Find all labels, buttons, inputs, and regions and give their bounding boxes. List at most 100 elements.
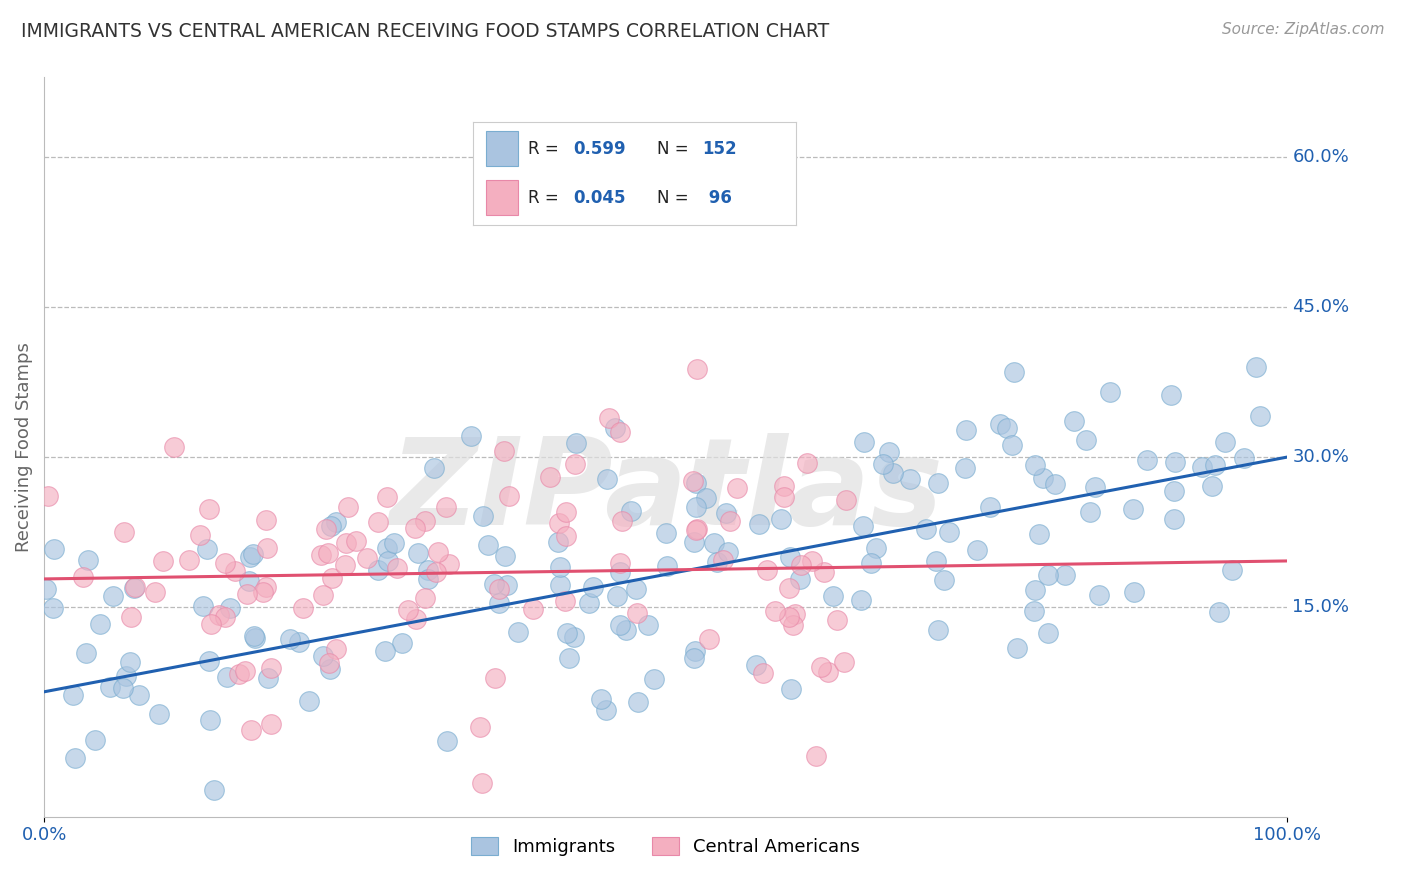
Point xyxy=(471,508,494,523)
Point xyxy=(582,580,605,594)
Point xyxy=(997,421,1019,435)
Point xyxy=(716,545,738,559)
Point xyxy=(236,587,259,601)
Point xyxy=(219,601,242,615)
Point xyxy=(124,581,146,595)
Point xyxy=(243,629,266,643)
Point xyxy=(682,475,704,489)
Point xyxy=(555,528,578,542)
Point xyxy=(335,535,357,549)
Point xyxy=(804,748,827,763)
Point xyxy=(239,549,262,564)
Point xyxy=(488,582,510,596)
Point xyxy=(228,667,250,681)
Point xyxy=(626,606,648,620)
Point xyxy=(198,654,221,668)
Point xyxy=(477,538,499,552)
Point xyxy=(725,481,748,495)
Point xyxy=(825,614,848,628)
Point xyxy=(877,444,900,458)
Point xyxy=(1063,414,1085,428)
Point xyxy=(1038,567,1060,582)
Point xyxy=(506,624,529,639)
Point xyxy=(89,616,111,631)
Point xyxy=(686,362,709,376)
Point xyxy=(148,707,170,722)
Point xyxy=(1220,563,1243,577)
Point xyxy=(832,655,855,669)
Point xyxy=(112,681,135,695)
Point xyxy=(915,522,938,536)
Point xyxy=(682,651,704,665)
Text: 30.0%: 30.0% xyxy=(1292,448,1350,466)
Point xyxy=(309,549,332,563)
Point xyxy=(778,581,800,595)
Point xyxy=(112,525,135,540)
Point xyxy=(756,563,779,577)
Point xyxy=(1024,458,1046,472)
Point xyxy=(333,558,356,572)
Point xyxy=(260,717,283,731)
Point xyxy=(318,657,340,671)
Point xyxy=(177,553,200,567)
Point xyxy=(554,594,576,608)
Point xyxy=(783,607,806,621)
Point xyxy=(773,490,796,504)
Point xyxy=(685,500,707,515)
Point xyxy=(548,578,571,592)
Text: ZIPatlas: ZIPatlas xyxy=(388,433,943,549)
Point xyxy=(1054,568,1077,582)
Point xyxy=(198,502,221,516)
Point xyxy=(1233,451,1256,466)
Point xyxy=(697,632,720,646)
Point xyxy=(498,489,520,503)
Point xyxy=(387,561,409,575)
Point xyxy=(214,610,236,624)
Point xyxy=(1204,458,1226,472)
Point xyxy=(614,623,637,637)
Point xyxy=(1163,484,1185,499)
Point xyxy=(321,571,343,585)
Point xyxy=(606,589,628,603)
Point xyxy=(200,616,222,631)
Point xyxy=(240,723,263,737)
Point xyxy=(591,692,613,706)
Point xyxy=(1024,604,1046,618)
Point xyxy=(1084,480,1107,494)
Point xyxy=(437,557,460,571)
Point xyxy=(538,470,561,484)
Point xyxy=(654,526,676,541)
Point xyxy=(1028,527,1050,541)
Point xyxy=(1160,387,1182,401)
Point xyxy=(460,428,482,442)
Point xyxy=(128,689,150,703)
Point xyxy=(745,657,768,672)
Point xyxy=(578,596,600,610)
Point xyxy=(42,601,65,615)
Point xyxy=(1043,477,1066,491)
Point xyxy=(72,570,94,584)
Point xyxy=(562,631,585,645)
Point xyxy=(865,541,887,555)
Point xyxy=(925,554,948,568)
Point xyxy=(484,671,506,685)
Point xyxy=(1191,460,1213,475)
Point xyxy=(637,618,659,632)
Point xyxy=(718,514,741,528)
Point xyxy=(298,693,321,707)
Point xyxy=(468,720,491,734)
Point xyxy=(188,527,211,541)
Point xyxy=(101,589,124,603)
Point xyxy=(35,582,58,596)
Point xyxy=(938,525,960,540)
Point xyxy=(685,475,707,490)
Point xyxy=(436,734,458,748)
Point xyxy=(655,559,678,574)
Point xyxy=(1201,478,1223,492)
Point xyxy=(195,541,218,556)
Text: 45.0%: 45.0% xyxy=(1292,298,1350,316)
Point xyxy=(413,514,436,528)
Point xyxy=(683,534,706,549)
Point xyxy=(598,410,620,425)
Point xyxy=(382,536,405,550)
